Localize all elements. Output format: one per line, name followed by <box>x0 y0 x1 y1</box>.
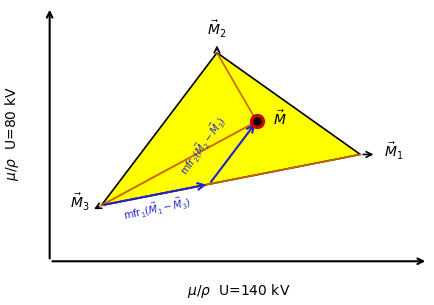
Text: $\vec{M}_1$: $\vec{M}_1$ <box>383 142 403 163</box>
Text: mfr$_2(\vec{M}_2-\vec{M}_3)$: mfr$_2(\vec{M}_2-\vec{M}_3)$ <box>175 113 229 178</box>
Text: $\vec{M}_2$: $\vec{M}_2$ <box>207 19 226 40</box>
Text: $\mu/\rho$  U=140 kV: $\mu/\rho$ U=140 kV <box>187 282 290 300</box>
Text: $\mu/\rho$  U=80 kV: $\mu/\rho$ U=80 kV <box>3 87 21 181</box>
Text: $\vec{M}_3$: $\vec{M}_3$ <box>70 192 89 213</box>
Polygon shape <box>101 53 359 205</box>
Text: $\vec{M}$: $\vec{M}$ <box>272 109 286 128</box>
Text: mfr$_1(\vec{M}_1-\vec{M}_3)$: mfr$_1(\vec{M}_1-\vec{M}_3)$ <box>122 193 192 223</box>
